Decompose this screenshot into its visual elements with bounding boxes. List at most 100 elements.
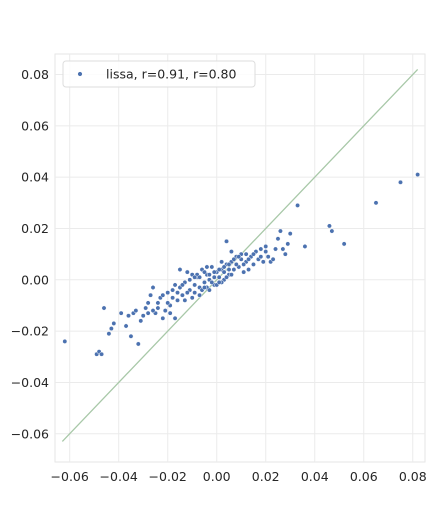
y-tick-labels: −0.06 −0.04 −0.02 0.00 0.02 0.04 0.06 0.08 <box>11 67 49 441</box>
data-point <box>165 290 171 296</box>
data-point <box>270 256 276 262</box>
data-point <box>167 310 173 316</box>
data-point <box>111 320 117 326</box>
data-point <box>143 305 149 311</box>
data-point <box>329 228 335 234</box>
data-point <box>216 267 222 272</box>
data-point <box>216 274 222 280</box>
data-point <box>184 269 190 275</box>
data-point <box>231 267 237 272</box>
data-point <box>197 292 203 298</box>
data-point <box>241 269 247 275</box>
data-point <box>241 261 247 267</box>
data-point <box>182 297 188 303</box>
data-point <box>233 261 239 267</box>
data-point <box>202 269 207 275</box>
data-point <box>341 241 347 247</box>
data-points <box>62 172 421 357</box>
data-point <box>140 313 146 319</box>
data-point <box>260 259 266 265</box>
data-point <box>175 297 180 303</box>
y-tick-label: −0.02 <box>11 324 49 339</box>
data-point <box>192 274 198 280</box>
data-point <box>295 202 301 208</box>
data-point <box>172 282 178 288</box>
data-point <box>148 292 154 298</box>
legend-marker <box>77 71 83 77</box>
data-point <box>170 287 176 293</box>
data-point <box>172 315 178 321</box>
legend-label: lissa, r=0.91, r=0.80 <box>106 67 236 82</box>
data-point <box>224 238 229 244</box>
data-point <box>282 251 288 257</box>
data-point <box>170 295 176 301</box>
data-point <box>206 272 212 278</box>
data-point <box>202 285 207 290</box>
data-point <box>162 308 168 314</box>
data-point <box>326 223 332 229</box>
data-point <box>175 290 180 296</box>
data-point <box>263 249 269 255</box>
data-point <box>224 274 229 280</box>
data-point <box>373 200 379 206</box>
data-point <box>135 341 141 347</box>
data-point <box>211 269 217 275</box>
grid-lines <box>55 54 425 462</box>
data-point <box>126 313 131 319</box>
legend-box <box>62 60 256 88</box>
data-point <box>118 310 124 316</box>
x-tick-label: 0.04 <box>301 469 329 484</box>
x-tick-label: −0.02 <box>149 469 187 484</box>
data-point <box>211 274 217 280</box>
data-point <box>101 305 107 311</box>
data-point <box>415 172 421 178</box>
data-point <box>275 236 281 242</box>
data-point <box>219 259 225 265</box>
data-point <box>197 274 203 280</box>
x-tick-label: −0.04 <box>100 469 138 484</box>
data-point <box>123 323 129 329</box>
data-point <box>192 282 198 288</box>
x-tick-label: 0.08 <box>399 469 427 484</box>
data-point <box>258 246 264 252</box>
data-point <box>251 251 256 257</box>
y-tick-label: −0.06 <box>11 426 49 441</box>
data-point <box>209 264 215 270</box>
data-point <box>216 279 222 285</box>
data-point <box>302 244 308 249</box>
data-point <box>265 254 271 260</box>
data-point <box>189 295 195 301</box>
data-point <box>251 261 256 267</box>
data-point <box>263 244 269 249</box>
data-point <box>280 246 286 252</box>
y-tick-label: 0.00 <box>21 272 49 287</box>
data-point <box>258 254 264 260</box>
data-point <box>231 256 237 262</box>
data-point <box>179 282 185 288</box>
data-point <box>228 249 234 255</box>
data-point <box>285 241 291 247</box>
data-point <box>184 290 190 296</box>
data-point <box>226 267 232 272</box>
x-tick-label: −0.06 <box>51 469 89 484</box>
data-point <box>128 333 134 339</box>
x-tick-label: 0.02 <box>252 469 280 484</box>
data-point <box>287 231 293 237</box>
data-point <box>221 269 227 275</box>
data-point <box>202 279 207 285</box>
data-point <box>204 264 210 270</box>
data-point <box>150 308 156 314</box>
data-point <box>155 305 161 311</box>
data-point <box>209 279 215 285</box>
data-point <box>145 310 151 316</box>
data-point <box>155 300 161 306</box>
data-point <box>106 331 112 337</box>
data-point <box>277 228 283 234</box>
data-point <box>246 256 252 262</box>
x-tick-labels: −0.06 −0.04 −0.02 0.00 0.02 0.04 0.06 0.08 <box>51 469 427 484</box>
y-tick-label: 0.08 <box>21 67 49 82</box>
data-point <box>62 338 68 344</box>
x-tick-label: 0.06 <box>350 469 378 484</box>
y-tick-label: 0.04 <box>21 170 49 185</box>
